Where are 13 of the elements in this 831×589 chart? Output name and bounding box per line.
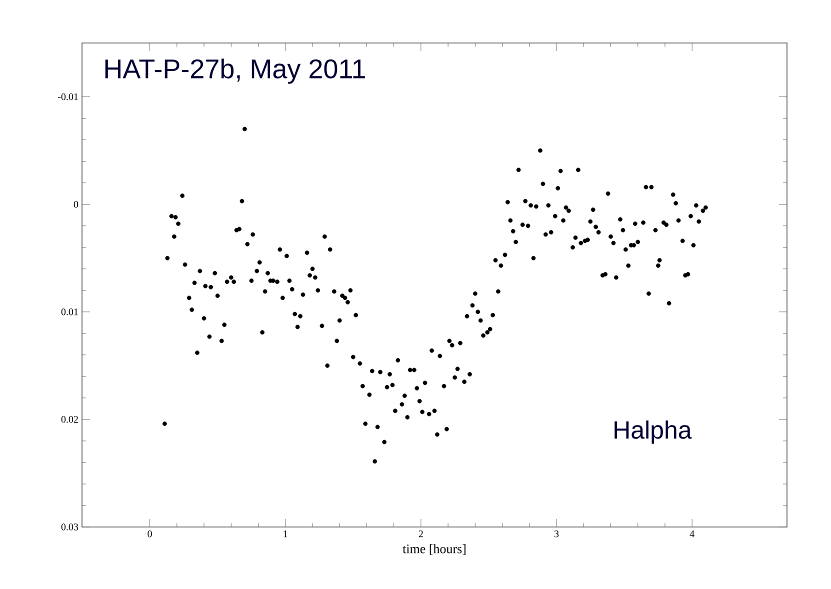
text: HAT-P-27b, May 2011	[105, 58, 365, 84]
y-tick-label: 0.01	[61, 308, 78, 316]
x-tick-label: 2	[418, 530, 423, 538]
x-tick-label: 1	[284, 530, 288, 538]
y-tick-label: 0.03	[61, 524, 78, 530]
y-tick-label: 0.02	[61, 416, 78, 423]
annotation: Halpha	[614, 420, 692, 444]
y-tick-label: -0.01	[58, 93, 78, 100]
x-tick-label: 3	[554, 530, 559, 538]
x-axis-title: time [hours]	[402, 544, 466, 555]
y-tick-label: 0	[74, 200, 78, 208]
x-tick-label: 4	[690, 530, 694, 538]
x-tick-label: 0	[148, 530, 152, 538]
